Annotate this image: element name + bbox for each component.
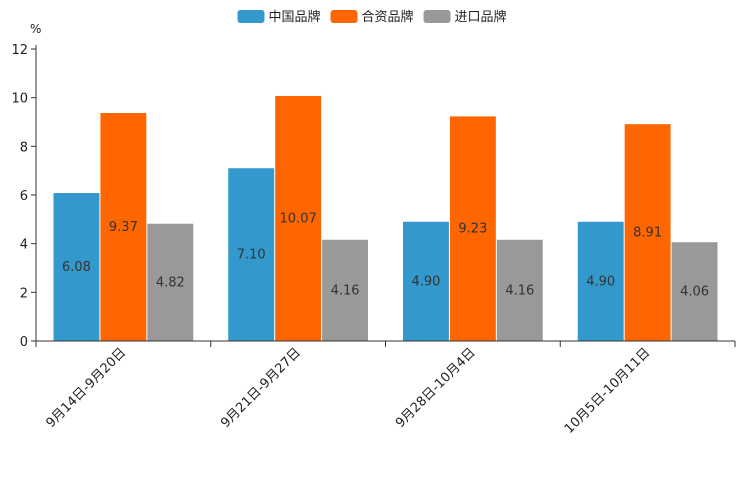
legend-swatch [330, 10, 358, 23]
bar-value-label: 6.08 [62, 260, 91, 275]
bar-value-label: 4.90 [411, 274, 440, 289]
bar [671, 242, 718, 341]
bars [53, 95, 718, 341]
bar-value-label: 8.91 [633, 226, 662, 241]
bar-value-label: 9.37 [109, 220, 138, 235]
legend-label: 合资品牌 [361, 9, 413, 25]
x-tick-label: 9月21日-9月27日 [218, 345, 304, 431]
legend-item: 进口品牌 [423, 9, 507, 25]
y-tick-label: 8 [20, 140, 28, 155]
bar-value-label: 4.82 [156, 275, 185, 290]
bar-value-label: 4.90 [586, 274, 615, 289]
y-tick-label: 12 [11, 43, 28, 58]
legend-item: 中国品牌 [237, 9, 320, 25]
legend-label: 进口品牌 [455, 9, 507, 25]
y-tick-label: 2 [20, 286, 28, 301]
bar [403, 221, 449, 341]
data-labels: 6.08 7.10 4.90 4.90 9.37 10.07 9.23 8.91 4.82 4.1… [62, 211, 709, 299]
bar-value-label: 9.23 [458, 222, 487, 237]
legend-label: 中国品牌 [268, 9, 320, 25]
bar-value-label: 4.16 [505, 283, 534, 298]
y-tick-label: 0 [20, 335, 28, 350]
bar [449, 116, 496, 341]
legend: 中国品牌 合资品牌 进口品牌 [237, 9, 507, 25]
x-tick-label: 10月5日-10月11日 [562, 345, 654, 437]
bar [322, 239, 368, 341]
x-axis: 9月14日-9月20日 9月21日-9月27日 9月28日-10月4日 10月5日-1… [35, 340, 736, 437]
y-tick-label: 4 [20, 238, 28, 253]
legend-swatch [423, 10, 451, 23]
bar-value-label: 10.07 [280, 211, 317, 226]
bar-value-label: 7.10 [237, 248, 266, 263]
y-axis-unit-label: % [30, 22, 41, 36]
x-tick-label: 9月14日-9月20日 [43, 345, 129, 431]
bar [275, 95, 322, 341]
y-axis: 0 2 4 6 8 10 12 [11, 43, 37, 350]
bar [228, 168, 275, 341]
y-tick-label: 10 [11, 92, 28, 107]
bar [100, 112, 147, 341]
bar [147, 223, 194, 341]
bar-value-label: 4.16 [331, 283, 360, 298]
legend-swatch [237, 10, 265, 23]
y-tick-label: 6 [20, 189, 28, 204]
bar-value-label: 4.06 [680, 285, 709, 300]
bar [53, 193, 100, 341]
bar [577, 221, 624, 341]
legend-item: 合资品牌 [330, 9, 414, 25]
bar [496, 239, 543, 341]
bar [624, 124, 671, 341]
x-tick-label: 9月28日-10月4日 [393, 345, 479, 431]
